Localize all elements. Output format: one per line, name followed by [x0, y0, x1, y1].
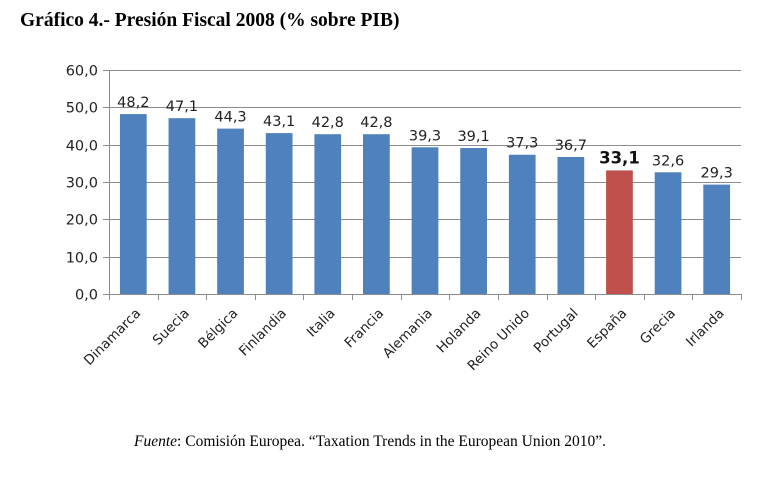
chart-title-prefix: Gráfico 4.- [20, 10, 115, 31]
bar-finlandia [265, 133, 293, 294]
data-label: 39,3 [409, 128, 441, 144]
bar-holanda [460, 148, 487, 294]
data-label: 33,1 [599, 148, 640, 167]
bar-portugal [557, 156, 585, 294]
x-tick-label: Alemania [380, 306, 436, 362]
x-tick-label: Dinamarca [81, 306, 144, 369]
bar-bélgica [217, 128, 244, 294]
data-label: 37,3 [506, 136, 538, 152]
x-tick-label: Francia [342, 306, 388, 352]
x-tick-label: Finlandia [236, 306, 290, 360]
bar-irlanda [703, 184, 731, 294]
data-label: 36,7 [555, 138, 587, 154]
data-label: 44,3 [214, 110, 246, 126]
x-tick-label: Italia [304, 306, 339, 341]
data-label: 29,3 [701, 166, 733, 182]
bar-reino-unido [508, 154, 536, 294]
bar-españa [606, 170, 633, 294]
x-tick-label: Irlanda [683, 306, 728, 351]
y-tick-label: 50,0 [66, 101, 98, 117]
source-note: Fuente: Comisión Europea. “Taxation Tren… [134, 433, 606, 451]
y-tick-label: 10,0 [66, 251, 98, 267]
data-label: 42,8 [312, 115, 344, 131]
bar-italia [314, 134, 342, 294]
y-tick-label: 0,0 [75, 288, 98, 304]
bar-francia [363, 134, 390, 294]
y-tick-label: 30,0 [66, 176, 98, 192]
chart-title-main: Presión Fiscal 2008 (% sobre PIB) [114, 10, 400, 31]
data-label: 42,8 [360, 115, 392, 131]
y-tick-label: 20,0 [66, 213, 98, 229]
x-tick-label: Suecia [150, 306, 193, 349]
bar-suecia [168, 118, 196, 294]
y-tick-label: 60,0 [66, 64, 98, 80]
data-label: 43,1 [263, 114, 295, 130]
bar-dinamarca [119, 114, 147, 294]
x-tick-label: España [584, 306, 630, 352]
x-tick-label: Holanda [434, 306, 485, 357]
y-tick-label: 40,0 [66, 139, 98, 155]
bar-grecia [654, 172, 682, 294]
x-tick-label: Portugal [531, 306, 582, 357]
x-tick-label: Grecia [637, 306, 679, 348]
source-text: : Comisión Europea. “Taxation Trends in … [177, 433, 607, 450]
data-label: 47,1 [166, 99, 198, 115]
data-label: 48,2 [117, 95, 149, 111]
x-tick-label: Bélgica [195, 306, 241, 352]
bar-alemania [411, 147, 439, 294]
data-label: 32,6 [652, 153, 684, 169]
source-label: Fuente [134, 433, 178, 450]
data-label: 39,1 [457, 129, 489, 145]
chart-title: Gráfico 4.- Presión Fiscal 2008 (% sobre… [20, 10, 400, 32]
